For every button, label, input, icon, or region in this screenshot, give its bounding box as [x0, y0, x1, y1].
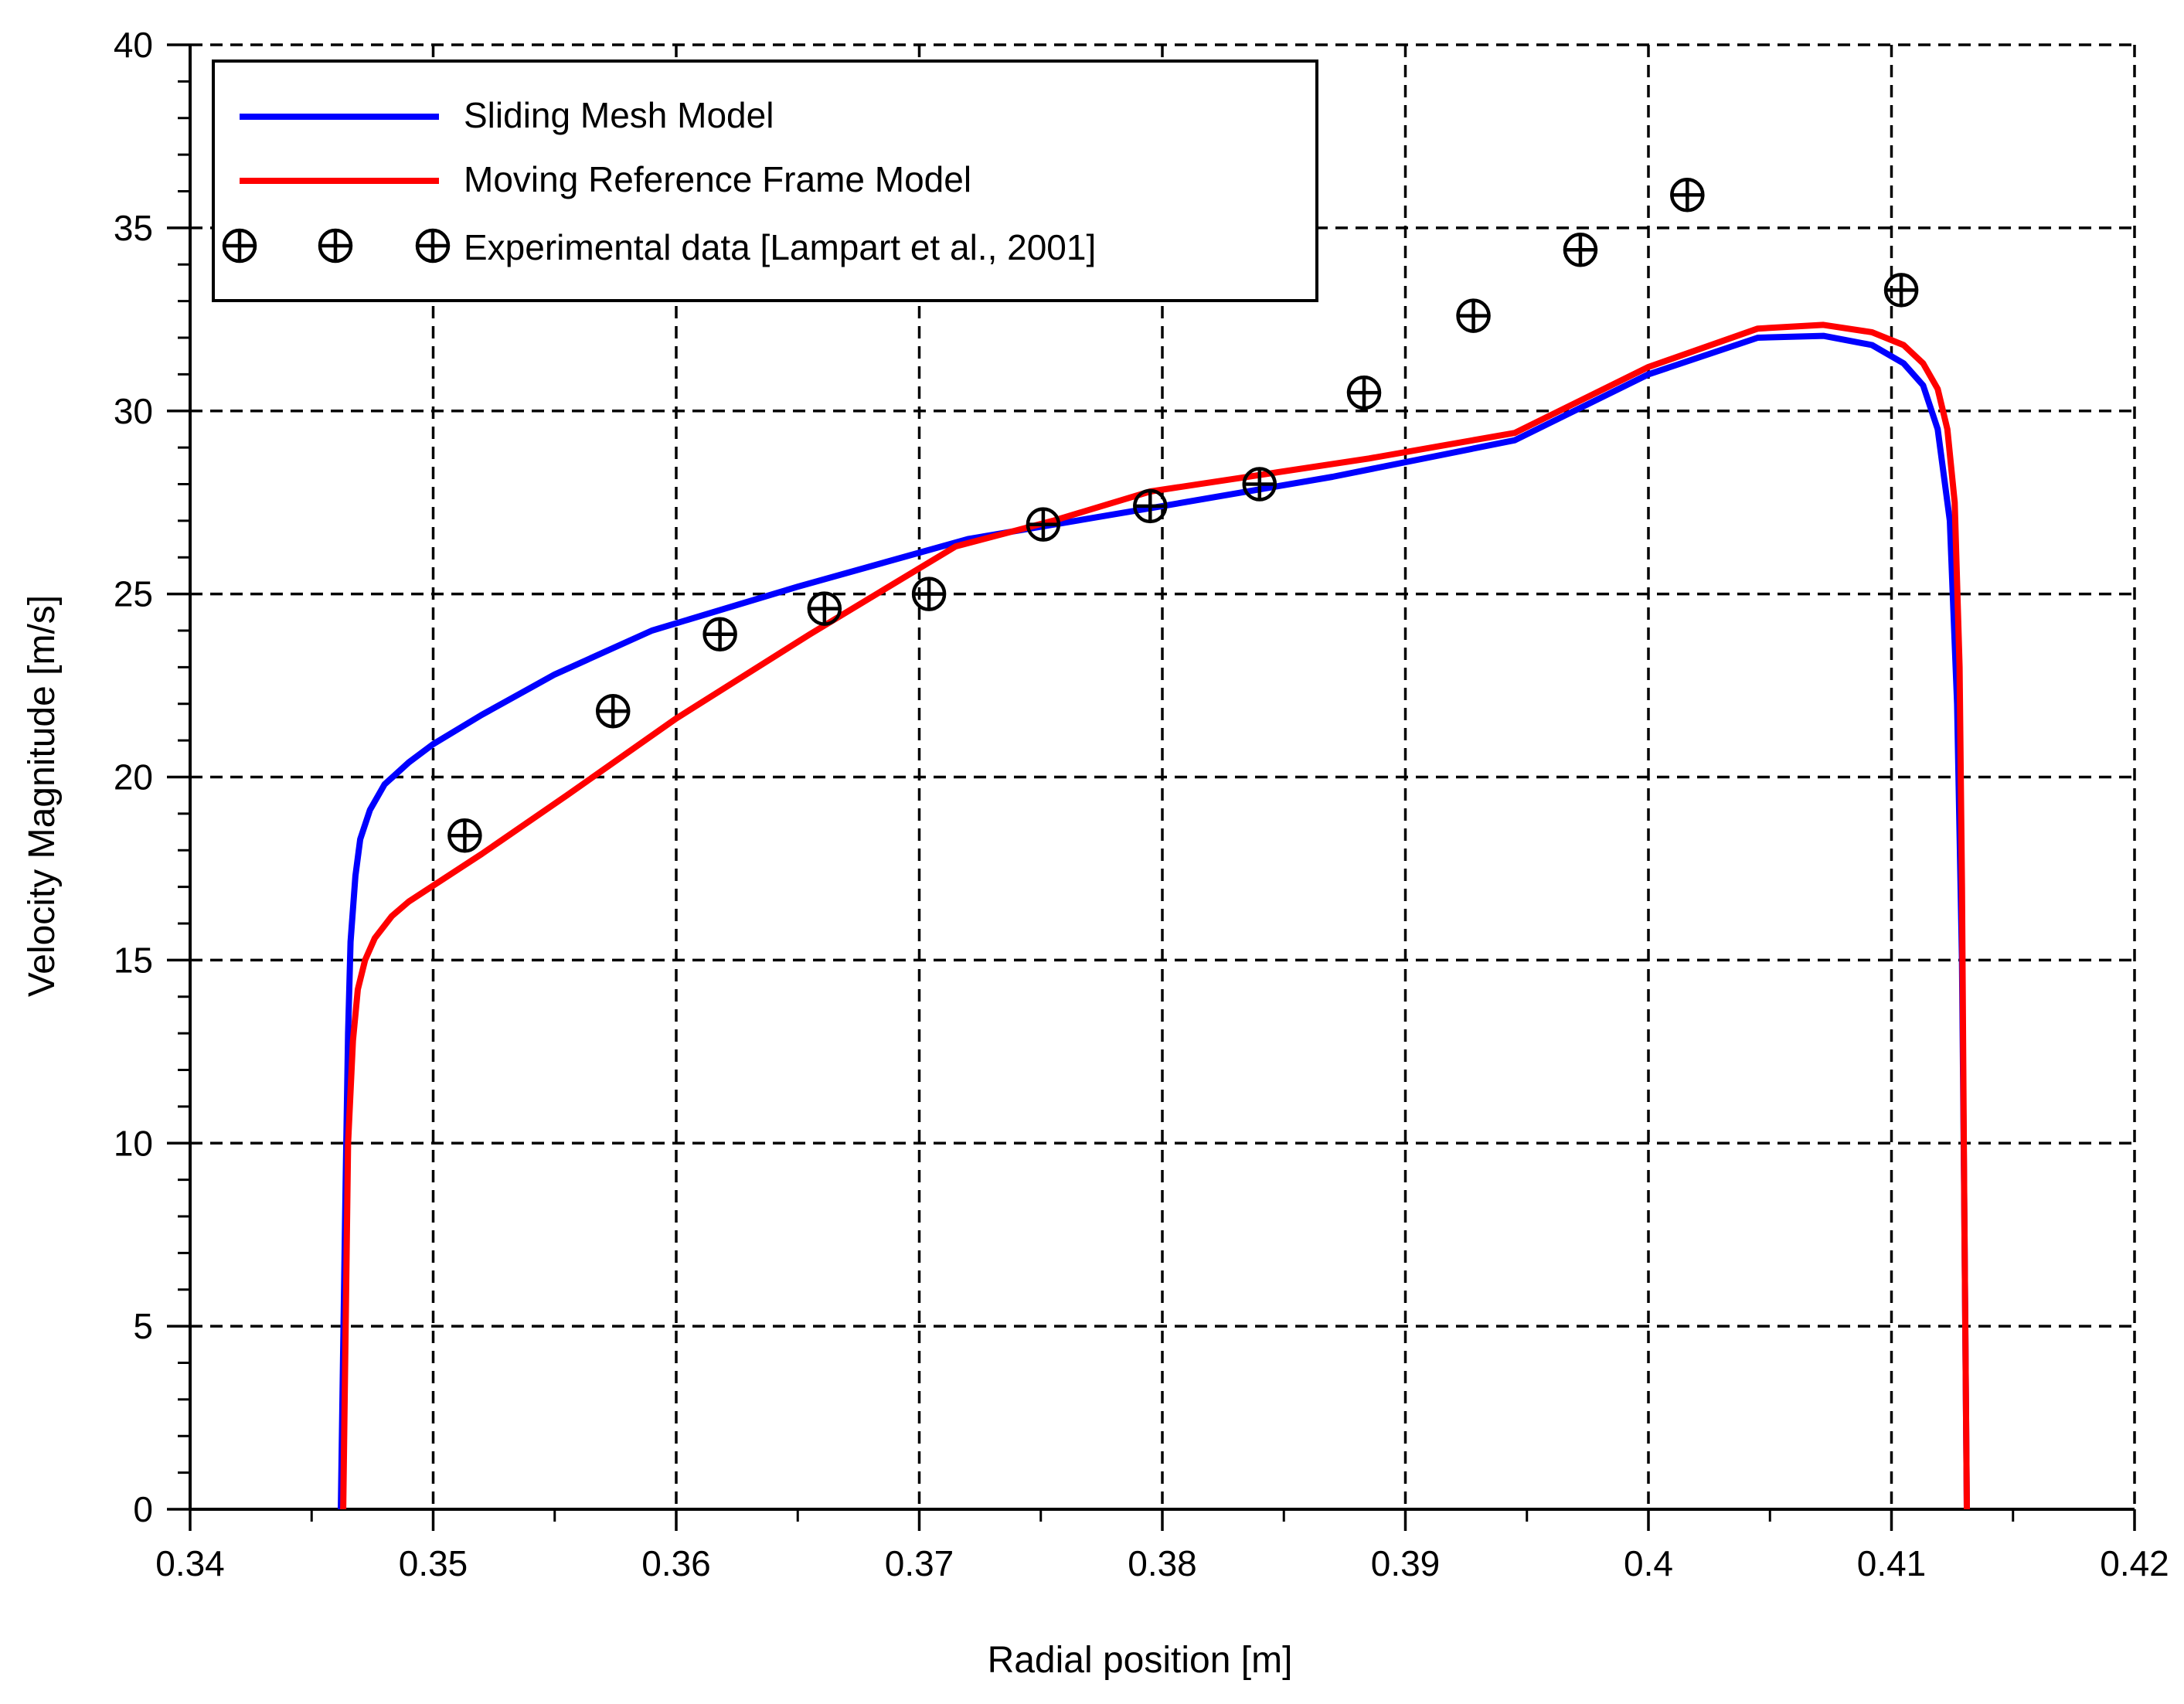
x-tick-label: 0.41 [1857, 1543, 1927, 1583]
legend-experimental-markers [222, 228, 451, 264]
legend-label-mrf: Moving Reference Frame Model [464, 159, 971, 199]
series-layer [338, 177, 1970, 1510]
x-tick-label: 0.39 [1371, 1543, 1441, 1583]
y-tick-label: 15 [114, 940, 153, 980]
legend: Sliding Mesh Model Moving Reference Fram… [212, 60, 1318, 302]
y-tick-label: 35 [114, 208, 153, 248]
y-tick-label: 5 [133, 1306, 153, 1346]
series-line-0 [338, 332, 1970, 1510]
legend-label-experimental: Experimental data [Lampart et al., 2001] [464, 227, 1096, 267]
experimental-point [1670, 177, 1705, 213]
y-axis-label: Velocity Magnitude [m/s] [22, 595, 63, 997]
x-tick-label: 0.38 [1128, 1543, 1197, 1583]
x-axis-ticks: 0.34 0.35 0.36 0.37 0.38 0.39 0.4 0.41 0.42 [155, 1509, 2169, 1583]
x-tick-label: 0.35 [399, 1543, 468, 1583]
experimental-point [1563, 233, 1598, 267]
y-tick-label: 20 [114, 757, 153, 798]
experimental-point [911, 577, 947, 611]
x-tick-label: 0.42 [2100, 1543, 2169, 1583]
y-axis-ticks: 0 5 10 15 20 25 30 35 40 [114, 25, 190, 1529]
experimental-point [1133, 488, 1168, 524]
y-tick-label: 30 [114, 391, 153, 431]
experimental-point [595, 693, 631, 729]
x-tick-label: 0.36 [641, 1543, 711, 1583]
legend-marker [222, 228, 257, 264]
legend-label-sliding-mesh: Sliding Mesh Model [464, 95, 774, 135]
legend-marker [415, 228, 451, 264]
legend-marker [318, 228, 353, 264]
x-tick-label: 0.4 [1624, 1543, 1673, 1583]
experimental-point [1026, 507, 1061, 542]
y-tick-label: 40 [114, 25, 153, 65]
y-tick-label: 0 [133, 1489, 153, 1529]
x-tick-label: 0.37 [885, 1543, 954, 1583]
experimental-point [447, 818, 482, 853]
experimental-point [807, 591, 842, 626]
y-tick-label: 25 [114, 574, 153, 614]
x-axis-label: Radial position [m] [988, 1640, 1293, 1681]
x-tick-label: 0.34 [155, 1543, 225, 1583]
series-line-1 [340, 321, 1970, 1510]
experimental-point [1242, 467, 1277, 502]
experimental-point [1456, 298, 1491, 333]
experimental-point [1346, 375, 1382, 410]
experimental-point [1883, 273, 1919, 308]
y-tick-label: 10 [114, 1123, 153, 1163]
experimental-point [702, 617, 737, 651]
